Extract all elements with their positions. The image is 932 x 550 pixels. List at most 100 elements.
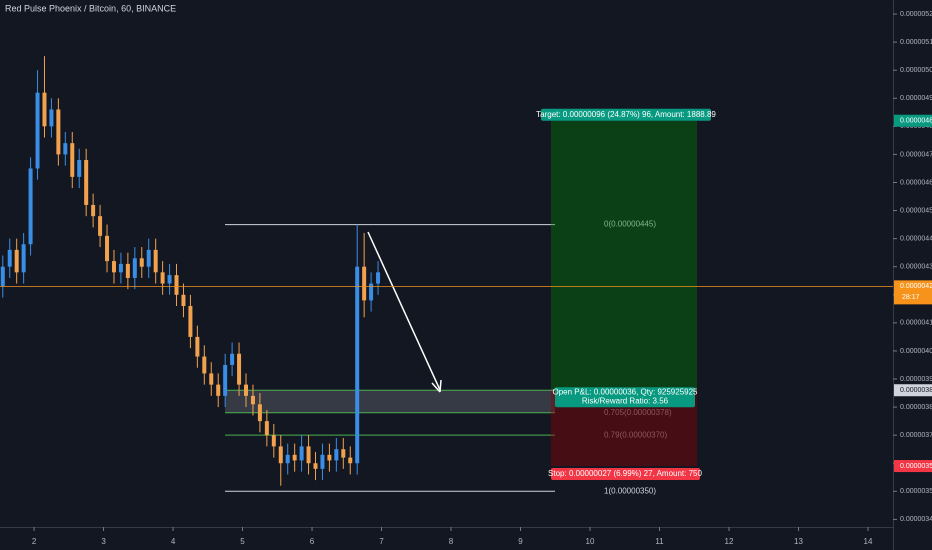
candle-body [195, 336, 200, 357]
candle-body [118, 263, 123, 273]
candle-body [285, 454, 290, 464]
candle-body [181, 294, 186, 307]
candle-body [355, 266, 360, 464]
x-tick-label: 2 [32, 537, 37, 546]
candle-body [167, 275, 172, 284]
y-tick-label: 0.00000350 [900, 488, 932, 495]
candle-body [306, 446, 311, 464]
candle-body [14, 249, 19, 273]
candle-body [91, 204, 96, 217]
x-tick-label: 5 [240, 537, 245, 546]
x-tick-label: 8 [449, 537, 454, 546]
x-tick-label: 10 [586, 537, 595, 546]
current-price-box [894, 280, 932, 305]
candle-body [376, 272, 381, 284]
fib-zone [225, 390, 555, 413]
x-tick-label: 13 [794, 537, 803, 546]
entry-axis-box [894, 384, 932, 397]
pnl-box [555, 387, 695, 408]
y-tick-label: 0.00000520 [900, 11, 932, 18]
candle-body [146, 249, 151, 267]
countdown-label: 28:17 [902, 294, 920, 301]
candle-body [223, 364, 228, 396]
candle-body [111, 261, 116, 273]
candle-body [132, 258, 137, 278]
stop-text: Stop: 0.00000027 (6.99%) 27, Amount: 750 [548, 469, 702, 478]
target-axis-box [894, 114, 932, 127]
target-axis-label: 0.00000482 [900, 118, 932, 125]
x-tick-label: 11 [655, 537, 664, 546]
pnl-text: Open P&L: 0.00000036, Qty: 925925925 [552, 387, 698, 396]
candle-body [21, 244, 26, 273]
x-tick-label: 14 [864, 537, 873, 546]
candle-body [202, 356, 207, 374]
candle-body [341, 449, 346, 458]
candle-body [216, 384, 221, 396]
target-box [541, 108, 711, 121]
candle-body [35, 92, 40, 169]
candle-body [257, 404, 262, 422]
stop-axis-label: 0.00000359 [900, 463, 932, 470]
x-tick-label: 9 [518, 537, 523, 546]
candle-body [70, 143, 75, 177]
fib-label: 0(0.00000445) [604, 220, 656, 229]
x-tick-label: 12 [725, 537, 734, 546]
candle-body [264, 421, 269, 436]
target-text: Target: 0.00000096 (24.87%) 96, Amount: … [536, 110, 716, 119]
candle-body [292, 454, 297, 461]
candle-body [244, 384, 249, 396]
entry-axis-label: 0.00000386 [900, 387, 932, 394]
candle-body [49, 109, 54, 127]
candle-body [209, 373, 214, 385]
candle-body [42, 92, 47, 127]
candle-body [237, 353, 242, 385]
candle-body [0, 266, 5, 287]
profit-zone [551, 120, 697, 391]
candle-body [63, 143, 68, 155]
candle-body [271, 435, 276, 447]
fib-label: 0.705(0.00000378) [604, 408, 672, 417]
candle-body [230, 353, 235, 365]
candle-body [313, 463, 318, 469]
candle-body [98, 216, 103, 236]
candle-body [7, 249, 12, 267]
candle-body [125, 263, 130, 278]
candle-body [250, 395, 255, 405]
arrow-shaft [367, 231, 441, 391]
rr-text: Risk/Reward Ratio: 3.56 [582, 396, 669, 405]
candle-body [153, 249, 158, 273]
x-tick-label: 4 [171, 537, 176, 546]
candle-body [278, 446, 283, 464]
x-tick-label: 6 [310, 537, 315, 546]
candle-body [77, 160, 82, 177]
candle-body [174, 275, 179, 295]
candle-body [362, 266, 367, 301]
candle-body [188, 306, 193, 337]
candle-body [139, 258, 144, 267]
candle-body [160, 272, 165, 284]
candle-body [299, 446, 304, 461]
candle-body [369, 283, 374, 301]
x-tick-label: 3 [101, 537, 106, 546]
stop-axis-box [894, 460, 932, 473]
arrow-head [431, 379, 442, 393]
current-price-label: 0.00000423 [900, 283, 932, 290]
fib-label: 1(0.00000350) [604, 486, 656, 495]
candle-body [56, 109, 61, 155]
stop-box [551, 468, 700, 481]
